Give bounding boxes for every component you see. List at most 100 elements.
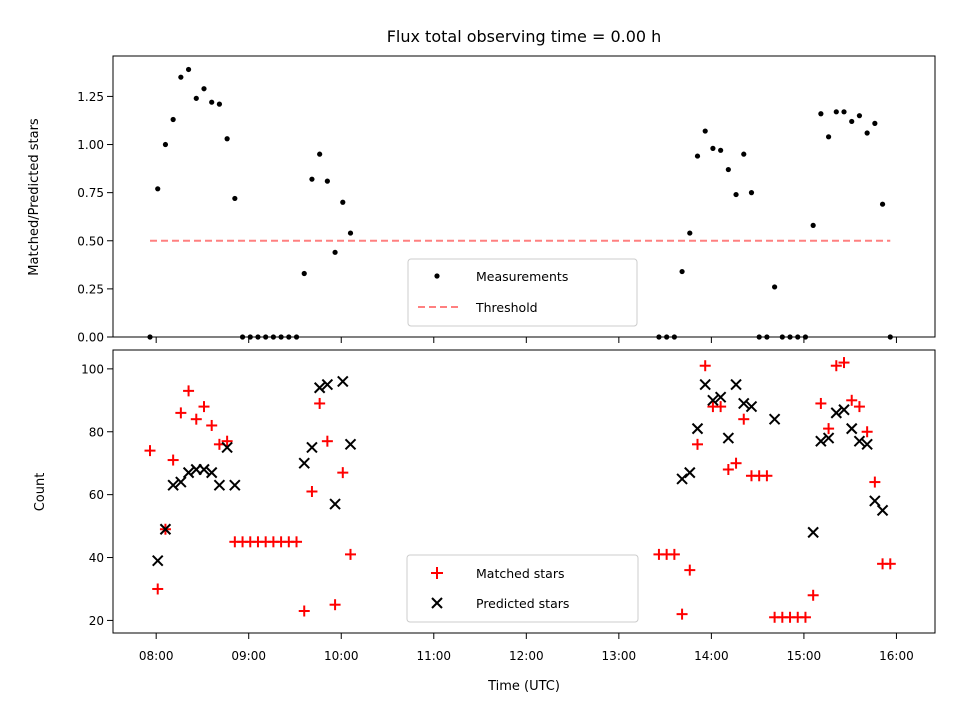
predicted-star-point <box>676 473 688 485</box>
predicted-star-point <box>745 400 758 413</box>
bottom-y-axis-label: Count <box>33 473 48 512</box>
predicted-star-point <box>221 441 233 454</box>
measurement-point <box>224 136 230 142</box>
matched-star-point <box>799 611 811 623</box>
measurement-point <box>849 118 855 125</box>
y-tick-label: 0.25 <box>77 282 104 296</box>
predicted-star-point <box>876 504 889 517</box>
predicted-star-point <box>768 413 781 425</box>
matched-star-point <box>291 536 303 548</box>
matched-star-point <box>738 413 750 425</box>
predicted-star-point <box>167 479 179 491</box>
top-y-axis-label: Matched/Predicted stars <box>27 118 42 276</box>
bottom-x-ticks: 08:00 09:00 10:00 11:00 12:00 13:00 14:00 15:00… <box>139 633 914 663</box>
top-x-ticks <box>155 337 897 343</box>
measurement-point <box>155 186 161 192</box>
predicted-star-point <box>329 498 341 510</box>
measurement-point <box>818 111 824 117</box>
legend-predicted-marker <box>431 597 443 609</box>
predicted-star-point <box>861 438 873 451</box>
measurement-point <box>193 95 199 101</box>
measurement-point <box>718 147 724 153</box>
matched-star-point <box>846 394 858 406</box>
measurement-point <box>232 195 238 202</box>
predicted-star-point <box>321 378 334 391</box>
predicted-star-point <box>722 432 735 444</box>
matched-star-point <box>884 558 896 570</box>
y-tick-label: 1.25 <box>77 90 104 104</box>
matched-star-point <box>183 385 195 397</box>
measurement-point <box>864 130 870 136</box>
y-tick-label: 0.00 <box>77 331 104 345</box>
predicted-star-point <box>714 391 727 403</box>
y-tick-label: 20 <box>89 614 104 628</box>
predicted-star-point <box>807 526 819 539</box>
matched-star-point <box>221 435 233 447</box>
top-plot-marks <box>147 66 893 340</box>
matched-star-point <box>298 605 310 617</box>
x-tick-label: 15:00 <box>787 649 822 663</box>
y-tick-label: 100 <box>81 362 104 376</box>
matched-star-point <box>175 407 187 419</box>
matched-star-point <box>337 467 349 479</box>
x-tick-label: 08:00 <box>139 649 174 663</box>
predicted-star-point <box>229 479 241 491</box>
predicted-star-point <box>815 435 827 447</box>
matched-star-point <box>190 413 202 425</box>
predicted-star-point <box>152 554 164 567</box>
measurement-point <box>687 230 693 236</box>
matched-star-point <box>668 548 680 560</box>
predicted-star-point <box>213 479 226 491</box>
predicted-star-point <box>198 463 210 476</box>
measurement-point <box>694 153 701 159</box>
predicted-star-point <box>313 382 326 394</box>
matched-star-point <box>152 583 164 595</box>
measurement-point <box>702 128 708 134</box>
predicted-star-point <box>205 466 218 479</box>
matched-star-point <box>314 397 326 409</box>
matched-star-point <box>198 401 210 413</box>
y-tick-label: 40 <box>89 551 104 565</box>
measurement-point <box>733 191 739 198</box>
bottom-legend: Matched stars Predicted stars <box>406 554 639 623</box>
bottom-plot-marks <box>144 357 896 623</box>
top-legend: Measurements Threshold <box>407 258 638 327</box>
y-tick-label: 0.50 <box>77 234 104 248</box>
measurement-point <box>216 101 223 107</box>
measurement-point <box>710 145 716 151</box>
measurement-point <box>856 113 863 119</box>
measurement-point <box>324 178 330 184</box>
matched-star-point <box>345 548 357 560</box>
x-tick-label: 16:00 <box>879 649 914 663</box>
matched-star-point <box>838 357 850 369</box>
measurement-point <box>317 151 323 157</box>
x-tick-label: 14:00 <box>694 649 729 663</box>
measurement-point <box>841 109 847 115</box>
predicted-star-point <box>730 378 742 391</box>
matched-star-point <box>722 463 734 475</box>
top-legend-box <box>407 258 638 327</box>
x-axis-label: Time (UTC) <box>487 679 560 694</box>
measurement-point <box>833 109 839 115</box>
matched-star-point <box>815 397 827 409</box>
matched-star-point <box>823 423 835 435</box>
matched-star-point <box>206 419 218 431</box>
y-tick-label: 60 <box>89 488 104 502</box>
bottom-legend-box <box>406 554 639 623</box>
matched-star-point <box>730 457 742 469</box>
legend-matched-label: Matched stars <box>476 566 564 581</box>
predicted-star-point <box>306 441 318 454</box>
x-tick-label: 12:00 <box>509 649 544 663</box>
measurement-point <box>879 201 886 207</box>
matched-star-point <box>869 476 881 488</box>
predicted-star-point <box>822 432 835 444</box>
legend-measurements-label: Measurements <box>476 269 568 284</box>
top-plot-frame <box>112 55 936 338</box>
y-tick-label: 80 <box>89 425 104 439</box>
measurement-point <box>162 141 169 148</box>
bottom-plot-frame <box>112 349 936 634</box>
measurement-point <box>209 99 215 105</box>
measurement-point <box>825 134 832 140</box>
